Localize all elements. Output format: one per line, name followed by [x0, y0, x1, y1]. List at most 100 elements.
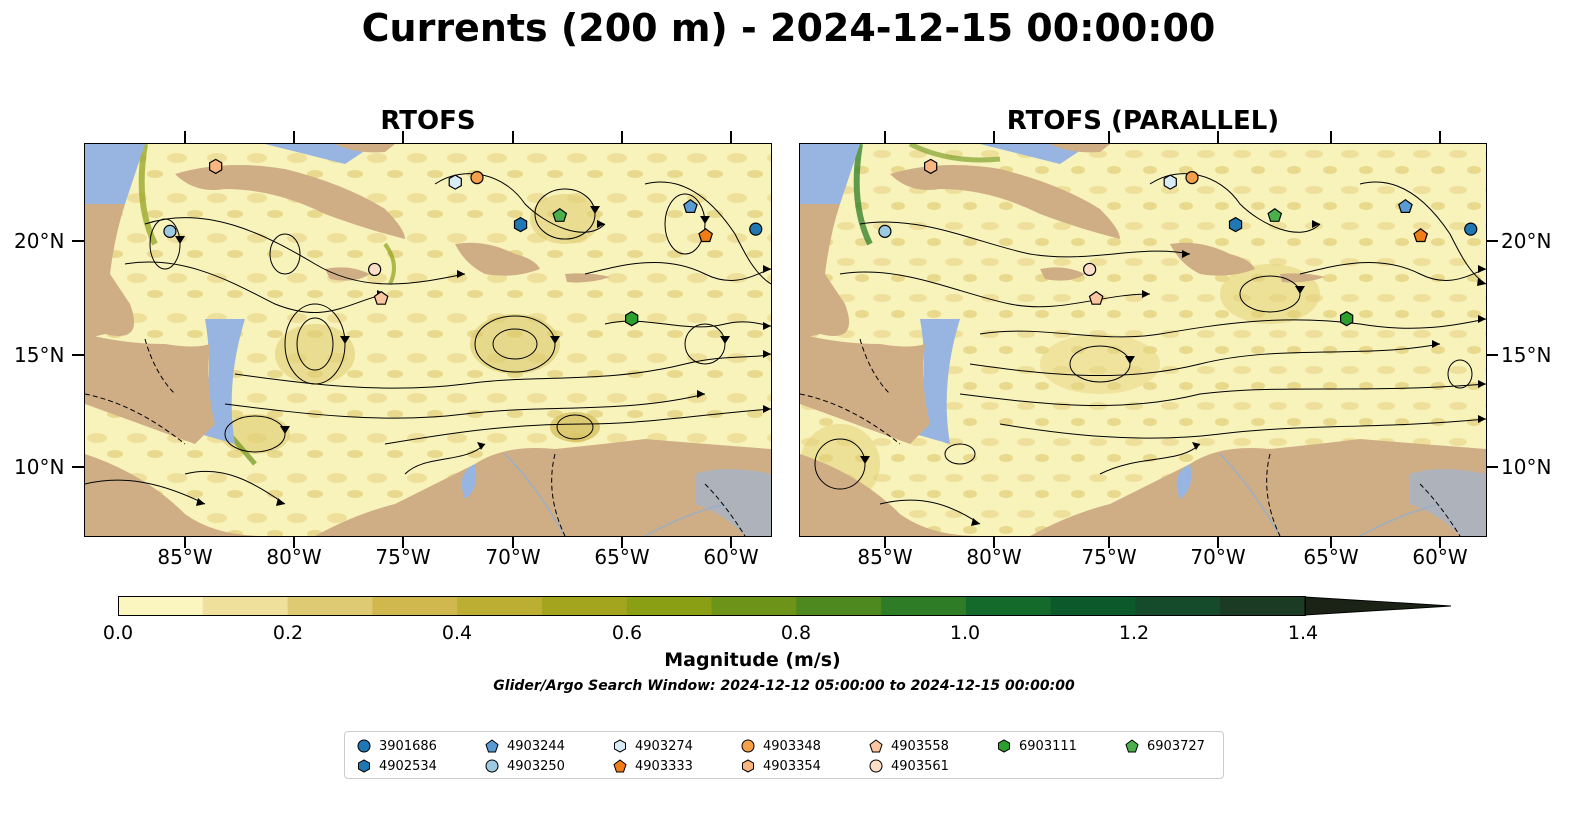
rivers-left — [504, 453, 726, 536]
legend-item-4903561: 4903561 — [869, 757, 949, 775]
legend-label: 6903727 — [1147, 738, 1205, 754]
lon-label-60w-right: 60°W — [1412, 545, 1468, 569]
colorbar — [118, 596, 1452, 616]
float-marker-4902534[interactable] — [1228, 216, 1243, 233]
float-markers-left — [163, 158, 763, 327]
streamlines-right — [814, 173, 1486, 525]
legend-item-4903250: 4903250 — [485, 757, 565, 775]
map-panel-rtofs-parallel[interactable] — [799, 143, 1487, 537]
float-marker-4903333[interactable] — [698, 228, 714, 243]
panel-title-left: RTOFS — [380, 106, 476, 136]
float-marker-6903111[interactable] — [624, 311, 639, 327]
colorbar-segment — [711, 597, 797, 615]
colorbar-segment — [541, 597, 628, 615]
marker-circle-icon — [485, 759, 499, 773]
float-marker-4903274[interactable] — [1163, 174, 1177, 190]
legend-label: 4902534 — [379, 758, 437, 774]
float-marker-4903274[interactable] — [448, 174, 462, 190]
float-marker-4903348[interactable] — [1185, 170, 1199, 185]
lon-label-80w-left: 80°W — [266, 545, 322, 569]
colorbar-tick-5: 1.0 — [949, 622, 981, 644]
legend-label: 4903354 — [763, 758, 821, 774]
search-window-note: Glider/Argo Search Window: 2024-12-12 05… — [493, 678, 1075, 694]
panel-title-right: RTOFS (PARALLEL) — [1006, 106, 1280, 136]
float-marker-4903250[interactable] — [878, 224, 892, 238]
float-marker-3901686[interactable] — [749, 222, 763, 236]
lat-label-20n-right: 20°N — [1501, 229, 1552, 253]
marker-circle-icon — [357, 739, 371, 753]
float-marker-6903727[interactable] — [552, 207, 568, 222]
lon-label-75w-right: 75°W — [1081, 545, 1137, 569]
colorbar-tick-4: 0.8 — [780, 622, 812, 644]
legend-label: 6903111 — [1019, 738, 1077, 754]
float-marker-4903561[interactable] — [368, 262, 382, 277]
legend-item-6903111: 6903111 — [997, 737, 1077, 755]
lat-label-10n-right: 10°N — [1501, 455, 1552, 479]
colorbar-extend-arrow — [1304, 596, 1452, 616]
float-marker-4903333[interactable] — [1413, 228, 1429, 243]
colorbar-segments — [118, 597, 1306, 615]
colorbar-tick-2: 0.4 — [441, 622, 473, 644]
legend-item-3901686: 3901686 — [357, 737, 437, 755]
lat-label-20n-left: 20°N — [14, 229, 65, 253]
lon-label-70w-right: 70°W — [1190, 545, 1246, 569]
marker-hexagon-icon — [742, 759, 754, 773]
float-marker-4903244[interactable] — [1398, 198, 1413, 214]
colorbar-label: Magnitude (m/s) — [664, 649, 841, 671]
marker-pentagon-icon — [613, 759, 627, 773]
legend-label: 4903250 — [507, 758, 565, 774]
marker-pentagon-icon — [1125, 739, 1139, 753]
float-marker-4903354[interactable] — [923, 158, 938, 175]
float-marker-6903111[interactable] — [1339, 311, 1354, 327]
legend-label: 3901686 — [379, 738, 437, 754]
colorbar-tick-6: 1.2 — [1118, 622, 1150, 644]
float-marker-4903354[interactable] — [208, 158, 223, 175]
legend-item-4903348: 4903348 — [741, 737, 821, 755]
marker-pentagon-icon — [485, 739, 499, 753]
float-legend: 3901686 4902534 4903244 4903250 4903274 … — [344, 731, 1224, 779]
legend-item-6903727: 6903727 — [1125, 737, 1205, 755]
land-right — [800, 144, 1486, 536]
land-left — [85, 144, 771, 536]
float-marker-4903558[interactable] — [373, 290, 389, 305]
colorbar-segment — [965, 597, 1052, 615]
map-panel-rtofs[interactable] — [84, 143, 772, 537]
float-marker-4903244[interactable] — [683, 198, 698, 214]
lon-label-85w-right: 85°W — [857, 545, 913, 569]
float-marker-4903348[interactable] — [470, 170, 484, 185]
float-marker-4903561[interactable] — [1083, 262, 1097, 277]
marker-circle-icon — [869, 759, 883, 773]
colorbar-segment — [796, 597, 882, 615]
colorbar-segment — [457, 597, 543, 615]
lat-label-10n-left: 10°N — [14, 455, 65, 479]
float-marker-4903558[interactable] — [1088, 290, 1104, 305]
float-marker-4903250[interactable] — [163, 224, 177, 238]
marker-pentagon-icon — [869, 739, 883, 753]
colorbar-segment — [881, 597, 967, 615]
colorbar-tick-1: 0.2 — [272, 622, 304, 644]
legend-item-4903274: 4903274 — [613, 737, 693, 755]
legend-label: 4903558 — [891, 738, 949, 754]
lon-label-65w-right: 65°W — [1303, 545, 1359, 569]
legend-item-4903244: 4903244 — [485, 737, 565, 755]
colorbar-tick-0: 0.0 — [102, 622, 134, 644]
float-marker-6903727[interactable] — [1267, 207, 1283, 222]
colorbar-segment — [287, 597, 373, 615]
lon-label-60w-left: 60°W — [703, 545, 759, 569]
lon-label-75w-left: 75°W — [375, 545, 431, 569]
colorbar-segment — [1050, 597, 1137, 615]
legend-item-4903558: 4903558 — [869, 737, 949, 755]
borders-right — [800, 338, 1461, 536]
lat-label-15n-right: 15°N — [1501, 343, 1552, 367]
map-canvas-left — [85, 144, 771, 536]
marker-hexagon-icon — [998, 739, 1010, 753]
legend-label: 4903274 — [635, 738, 693, 754]
float-marker-4902534[interactable] — [513, 216, 528, 233]
colorbar-segment — [118, 597, 204, 615]
colorbar-segment — [372, 597, 458, 615]
legend-item-4902534: 4902534 — [357, 757, 437, 775]
legend-label: 4903561 — [891, 758, 949, 774]
float-marker-3901686[interactable] — [1464, 222, 1478, 236]
legend-label: 4903244 — [507, 738, 565, 754]
colorbar-segment — [626, 597, 713, 615]
